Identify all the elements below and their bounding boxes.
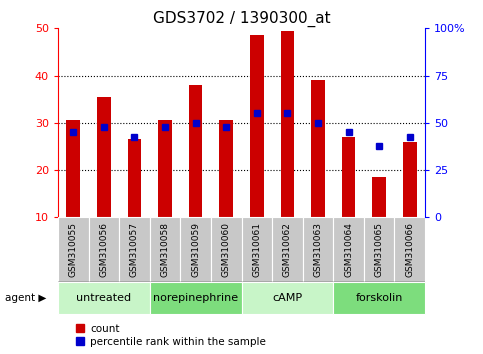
FancyBboxPatch shape	[242, 217, 272, 282]
FancyBboxPatch shape	[180, 217, 211, 282]
Text: cAMP: cAMP	[272, 293, 302, 303]
Bar	[66, 120, 80, 217]
Bar	[311, 80, 325, 217]
Text: GSM310066: GSM310066	[405, 222, 414, 277]
Bar	[97, 97, 111, 217]
Bar	[128, 139, 142, 217]
Text: GSM310065: GSM310065	[375, 222, 384, 277]
Text: GSM310057: GSM310057	[130, 222, 139, 277]
Bar	[341, 137, 355, 217]
FancyBboxPatch shape	[364, 217, 395, 282]
Text: norepinephrine: norepinephrine	[153, 293, 238, 303]
FancyBboxPatch shape	[88, 217, 119, 282]
Text: GSM310055: GSM310055	[69, 222, 78, 277]
Bar	[189, 85, 202, 217]
FancyBboxPatch shape	[150, 217, 180, 282]
Text: agent ▶: agent ▶	[5, 293, 46, 303]
FancyBboxPatch shape	[58, 282, 150, 314]
Bar	[403, 142, 417, 217]
Title: GDS3702 / 1390300_at: GDS3702 / 1390300_at	[153, 11, 330, 27]
Text: GSM310056: GSM310056	[99, 222, 108, 277]
FancyBboxPatch shape	[150, 282, 242, 314]
Bar	[250, 35, 264, 217]
FancyBboxPatch shape	[211, 217, 242, 282]
Bar	[281, 31, 294, 217]
FancyBboxPatch shape	[333, 282, 425, 314]
FancyBboxPatch shape	[333, 217, 364, 282]
Text: GSM310063: GSM310063	[313, 222, 323, 277]
Legend: count, percentile rank within the sample: count, percentile rank within the sample	[71, 320, 270, 352]
Text: GSM310059: GSM310059	[191, 222, 200, 277]
Text: GSM310060: GSM310060	[222, 222, 231, 277]
FancyBboxPatch shape	[119, 217, 150, 282]
FancyBboxPatch shape	[303, 217, 333, 282]
FancyBboxPatch shape	[395, 217, 425, 282]
Text: forskolin: forskolin	[355, 293, 403, 303]
Bar	[158, 120, 172, 217]
FancyBboxPatch shape	[242, 282, 333, 314]
Bar	[372, 177, 386, 217]
Text: GSM310064: GSM310064	[344, 222, 353, 277]
Text: GSM310062: GSM310062	[283, 222, 292, 277]
Text: GSM310061: GSM310061	[252, 222, 261, 277]
Bar	[219, 120, 233, 217]
Text: untreated: untreated	[76, 293, 131, 303]
FancyBboxPatch shape	[272, 217, 303, 282]
Text: GSM310058: GSM310058	[160, 222, 170, 277]
FancyBboxPatch shape	[58, 217, 88, 282]
